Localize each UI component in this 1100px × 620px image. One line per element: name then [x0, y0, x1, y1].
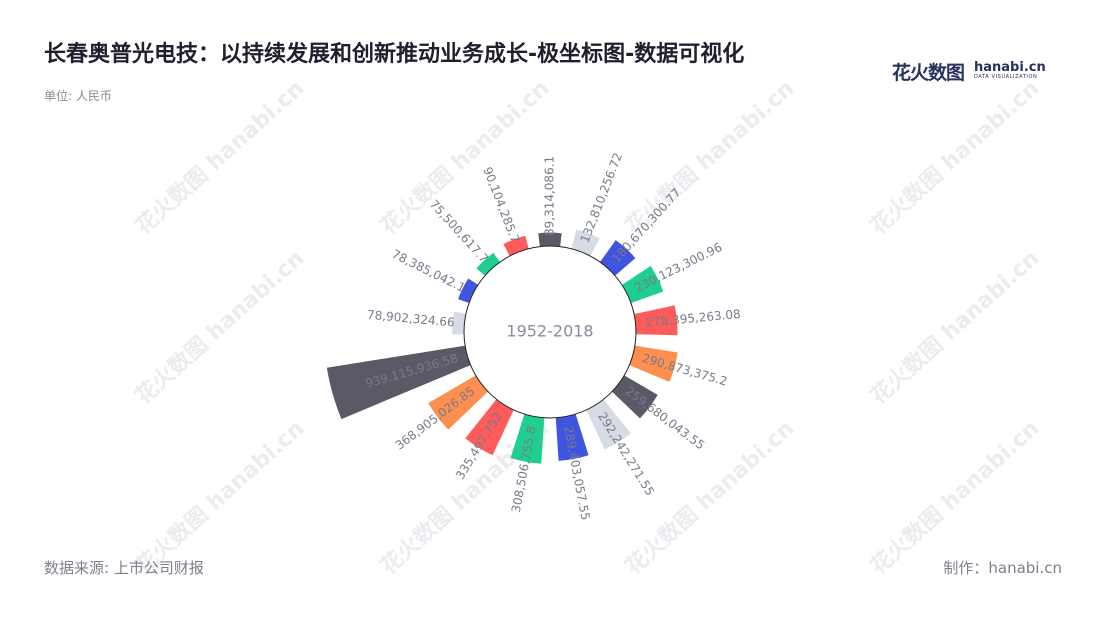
polar-bar: [458, 278, 479, 304]
polar-bar: [510, 414, 545, 464]
polar-axis-circle: [463, 245, 637, 419]
brand-logo: 花火数图 hanabi.cn DATA VISUALIZATION: [892, 58, 1046, 88]
polar-bar: [326, 345, 471, 420]
polar-bar: [612, 375, 658, 419]
data-source: 数据来源: 上市公司财报: [44, 559, 204, 577]
polar-bar: [452, 311, 466, 335]
bar-value-label: 368,905,026.85: [393, 384, 478, 453]
polar-bar: [476, 252, 500, 276]
bar-value-label: 292,242,271.55: [595, 410, 657, 499]
polar-bar: [555, 414, 589, 461]
polar-bar: [571, 229, 600, 257]
bar-value-label: 308,506,755.8: [509, 425, 539, 514]
polar-bar: [538, 232, 562, 247]
polar-bar: [634, 305, 678, 336]
polar-bar: [428, 375, 488, 430]
bar-value-label: 259,680,043.55: [623, 384, 708, 453]
polar-bar: [465, 399, 514, 456]
center-label: 1952-2018: [506, 322, 593, 341]
maker-credit: 制作：hanabi.cn: [943, 559, 1062, 577]
bar-value-label: 75,500,617.7: [427, 197, 491, 266]
unit-label: 单位: 人民币: [44, 89, 112, 103]
logo-en-text: hanabi.cn: [974, 60, 1046, 75]
bar-value-label: 90,104,285.7: [480, 165, 522, 245]
bar-value-label: 78,385,042.1: [390, 247, 468, 295]
bar-value-label: 289,403,057.55: [561, 425, 592, 521]
chart-title: 长春奥普光电技：以持续发展和创新推动业务成长-极坐标图-数据可视化: [44, 42, 745, 67]
bar-value-label: 132,810,256.72: [578, 151, 626, 245]
logo-sub-text: DATA VISUALIZATION: [974, 74, 1038, 80]
polar-bar: [503, 235, 529, 257]
bar-value-label: 335,497,752: [453, 410, 505, 482]
polar-bar: [629, 345, 678, 382]
bar-value-label: 230,123,300.96: [633, 240, 725, 295]
logo-cn-text: 花火数图: [892, 62, 965, 84]
bar-value-label: 89,314,086.1: [543, 156, 557, 236]
polar-bar: [621, 266, 664, 304]
bar-value-label: 180,670,300.77: [609, 185, 684, 265]
polar-bar: [586, 399, 631, 450]
bar-value-label: 78,902,324.66: [367, 308, 456, 330]
polar-bar: [600, 240, 636, 276]
